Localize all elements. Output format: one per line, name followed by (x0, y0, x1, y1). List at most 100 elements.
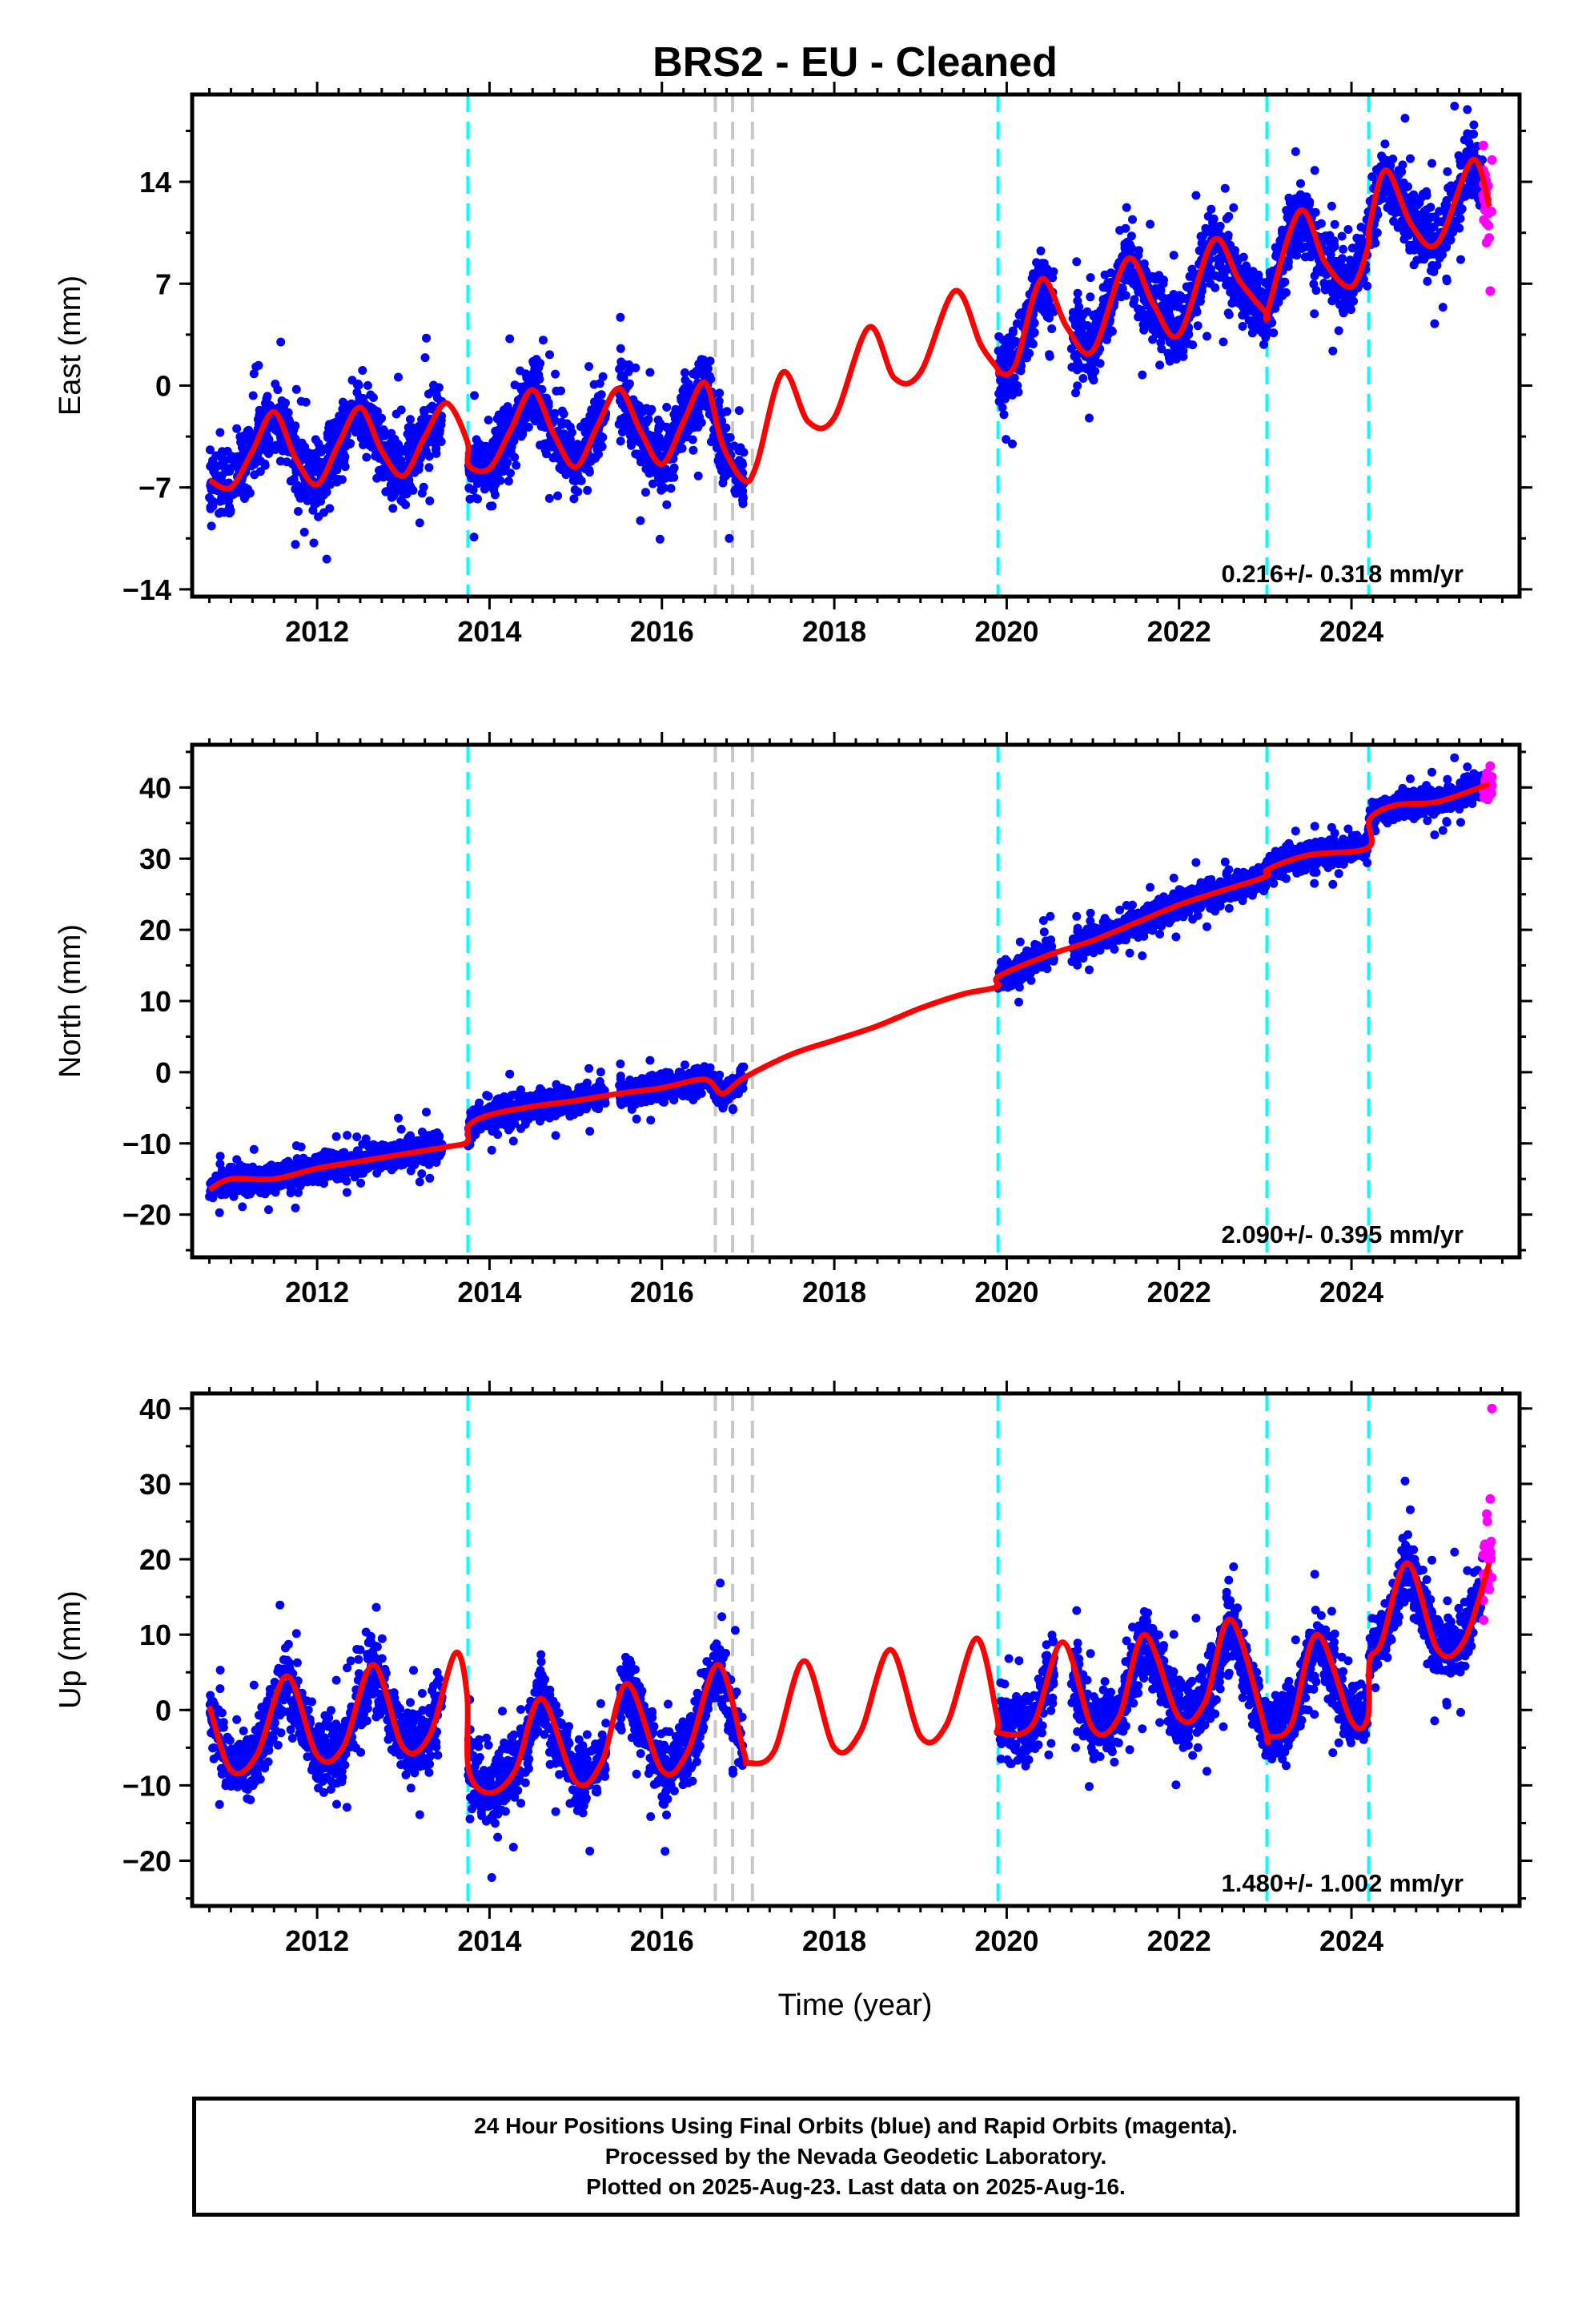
final-orbit-point (544, 493, 554, 503)
final-orbit-point (356, 1178, 366, 1188)
final-orbit-point (731, 485, 741, 494)
final-orbit-point (1070, 352, 1079, 361)
final-orbit-point (1238, 311, 1247, 320)
final-orbit-point (1284, 193, 1294, 203)
final-orbit-point (677, 393, 686, 403)
final-orbit-point (705, 356, 715, 366)
final-orbit-point (540, 439, 549, 448)
final-orbit-point (217, 448, 227, 457)
final-orbit-point (1443, 167, 1452, 176)
final-orbit-point (1042, 266, 1051, 275)
final-orbit-point (464, 483, 474, 493)
final-orbit-point (343, 1131, 352, 1140)
final-orbit-point (469, 533, 479, 542)
final-orbit-point (1178, 352, 1188, 361)
final-orbit-point (364, 439, 374, 448)
final-orbit-point (1456, 255, 1465, 264)
final-orbit-point (1326, 250, 1335, 259)
final-orbit-point (1030, 328, 1039, 337)
final-orbit-point (281, 398, 290, 408)
final-orbit-point (1259, 340, 1268, 349)
final-orbit-points (205, 102, 1487, 564)
final-orbit-point (1450, 102, 1460, 111)
final-orbit-point (1399, 235, 1409, 244)
final-orbit-point (1260, 289, 1270, 299)
final-orbit-point (276, 337, 286, 347)
final-orbit-point (654, 432, 664, 442)
final-orbit-point (1335, 286, 1344, 296)
final-orbit-point (1197, 239, 1207, 248)
final-orbit-point (598, 372, 608, 381)
final-orbit-point (417, 1138, 427, 1148)
final-orbit-point (1271, 251, 1281, 261)
final-orbit-point (528, 356, 538, 366)
final-orbit-point (353, 1164, 363, 1173)
x-tick-label: 2022 (1147, 615, 1211, 648)
final-orbit-point (1427, 261, 1437, 270)
final-orbit-point (528, 412, 538, 421)
final-orbit-point (1286, 247, 1295, 256)
final-orbit-point (595, 379, 604, 388)
final-orbit-point (263, 448, 272, 457)
final-orbit-point (631, 363, 640, 372)
final-orbit-point (303, 456, 312, 465)
final-orbit-point (258, 440, 267, 450)
final-orbit-point (1465, 172, 1475, 181)
rapid-orbit-point (1480, 205, 1490, 215)
final-orbit-point (616, 436, 625, 446)
final-orbit-point (1292, 232, 1302, 242)
final-orbit-point (645, 368, 655, 377)
final-orbit-point (260, 399, 270, 408)
final-orbit-point (425, 497, 435, 505)
y-axis-title: East (mm) (54, 275, 87, 416)
final-orbit-point (1193, 321, 1203, 331)
final-orbit-point (1008, 439, 1017, 448)
final-orbit-point (1045, 308, 1054, 317)
final-orbit-point (1008, 326, 1018, 336)
final-orbit-point (1438, 303, 1447, 312)
final-orbit-point (404, 485, 414, 494)
final-orbit-point (596, 390, 606, 400)
final-orbit-point (666, 484, 676, 493)
final-orbit-point (1463, 105, 1472, 115)
final-orbit-point (1395, 170, 1404, 179)
final-orbit-point (432, 448, 441, 458)
final-orbit-point (1049, 267, 1058, 276)
final-orbit-point (1330, 219, 1339, 229)
final-orbit-point (588, 408, 598, 418)
final-orbit-point (339, 400, 349, 410)
final-orbit-point (1441, 243, 1451, 252)
final-orbit-point (1165, 337, 1174, 347)
final-orbit-point (406, 415, 415, 424)
final-orbit-point (311, 1174, 321, 1183)
final-orbit-point (415, 1177, 424, 1187)
final-orbit-point (1271, 304, 1280, 313)
final-orbit-point (1206, 279, 1215, 288)
final-orbit-point (636, 516, 645, 525)
final-orbit-point (542, 449, 551, 459)
final-orbit-point (251, 362, 261, 372)
final-orbit-point (505, 1069, 515, 1079)
final-orbit-point (689, 423, 698, 432)
final-orbit-point (1319, 279, 1329, 287)
final-orbit-point (1310, 166, 1319, 175)
final-orbit-point (396, 405, 406, 415)
final-orbit-point (1467, 130, 1476, 139)
final-orbit-point (536, 359, 545, 368)
final-orbit-point (700, 364, 709, 374)
final-orbit-point (640, 404, 649, 414)
final-orbit-point (1176, 340, 1186, 350)
final-orbit-point (1372, 228, 1382, 238)
final-orbit-point (291, 1141, 301, 1151)
final-orbit-point (1343, 225, 1353, 234)
final-orbit-point (286, 1188, 295, 1198)
final-orbit-point (324, 1148, 334, 1157)
final-orbit-point (1130, 295, 1139, 304)
final-orbit-point (243, 485, 252, 494)
final-orbit-point (1157, 344, 1166, 354)
rapid-orbit-point (1485, 286, 1496, 296)
final-orbit-point (1136, 305, 1146, 315)
final-orbit-point (1188, 340, 1198, 350)
chart-panels: 2012 2014 2016 2018 2020 2022 2024−14−70714Eas… (54, 82, 1532, 1957)
final-orbit-point (417, 1169, 427, 1179)
